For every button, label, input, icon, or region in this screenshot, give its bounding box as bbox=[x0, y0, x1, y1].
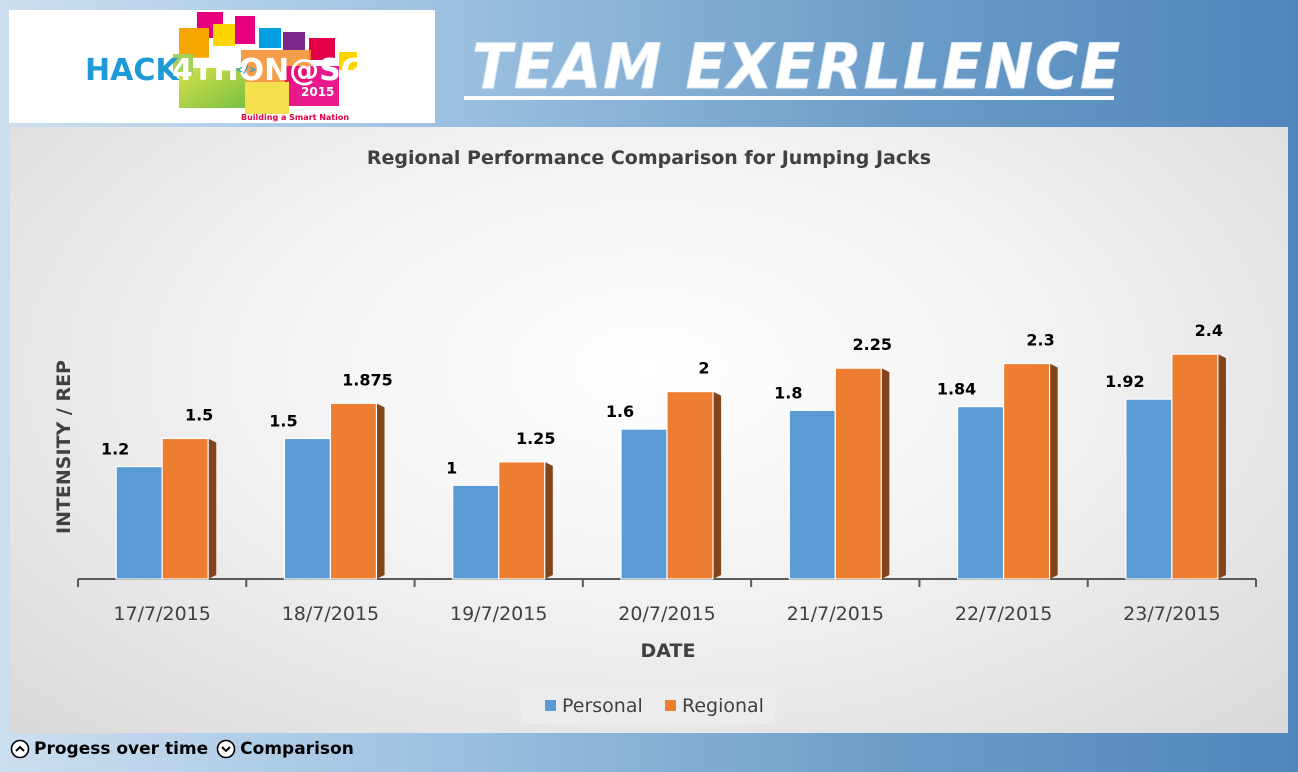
chart-title: Regional Performance Comparison for Jump… bbox=[367, 147, 931, 169]
hackathon-logo-graphic: HACK 4 THON@SG </> 2015 Building a Smart… bbox=[85, 12, 365, 122]
logo-text-thon: THON@SG bbox=[193, 53, 365, 88]
personal-data-label: 1.2 bbox=[101, 440, 129, 459]
chevron-up-circle-icon bbox=[10, 739, 30, 759]
regional-bar bbox=[161, 437, 209, 580]
comparison-label: Comparison bbox=[240, 739, 354, 759]
team-title-text: TEAM EXERLLENCE bbox=[472, 30, 1122, 103]
team-title-graphic: TEAM EXERLLENCE bbox=[464, 30, 1122, 104]
legend-swatch-regional bbox=[665, 700, 676, 711]
bar-group: 1.2 1.5 17/7/2015 1.5 1.875 18/7/2015 1 1.25 19/… bbox=[77, 321, 1257, 625]
regional-data-label: 1.25 bbox=[516, 429, 555, 448]
bar-side-face bbox=[376, 403, 385, 579]
personal-bar bbox=[1125, 398, 1173, 580]
logo-text-hack: HACK bbox=[85, 53, 180, 88]
x-tick-label: 21/7/2015 bbox=[787, 603, 884, 625]
legend: Personal Regional bbox=[521, 686, 775, 724]
regional-data-label: 2 bbox=[698, 359, 709, 378]
personal-bar bbox=[620, 428, 668, 580]
personal-bar bbox=[956, 405, 1005, 580]
hackathon-logo: HACK 4 THON@SG </> 2015 Building a Smart… bbox=[9, 10, 435, 123]
x-tick-label: 19/7/2015 bbox=[450, 603, 547, 625]
personal-data-label: 1.5 bbox=[269, 411, 297, 430]
personal-bar bbox=[788, 409, 836, 580]
bar-side-face bbox=[1049, 363, 1058, 579]
regional-bar bbox=[834, 367, 882, 580]
personal-data-label: 1 bbox=[446, 458, 457, 477]
regional-bar bbox=[329, 402, 378, 580]
team-title: TEAM EXERLLENCE bbox=[462, 20, 1142, 105]
y-axis-label: INTENSITY / REP bbox=[53, 360, 75, 534]
logo-year: 2015 bbox=[301, 85, 334, 99]
regional-data-label: 2.25 bbox=[853, 335, 892, 354]
personal-data-label: 1.8 bbox=[774, 383, 802, 402]
legend-box bbox=[521, 686, 775, 724]
x-tick-label: 20/7/2015 bbox=[618, 603, 715, 625]
regional-bar bbox=[498, 461, 546, 580]
comparison-chart: Regional Performance Comparison for Jump… bbox=[53, 147, 1257, 724]
bar-side-face bbox=[544, 461, 553, 579]
personal-bar bbox=[115, 465, 163, 580]
footer-nav: Progess over time Comparison bbox=[10, 737, 354, 761]
logo-text-4: 4 bbox=[172, 53, 193, 88]
team-title-underline bbox=[464, 96, 1114, 100]
x-tick-label: 17/7/2015 bbox=[113, 603, 210, 625]
bar-side-face bbox=[713, 391, 722, 579]
regional-data-label: 1.5 bbox=[185, 405, 213, 424]
chart-panel: Regional Performance Comparison for Jump… bbox=[10, 127, 1288, 733]
regional-data-label: 2.4 bbox=[1195, 321, 1223, 340]
comparison-link[interactable]: Comparison bbox=[216, 739, 354, 759]
x-tick-label: 23/7/2015 bbox=[1123, 603, 1220, 625]
logo-tagline: Building a Smart Nation bbox=[241, 113, 349, 122]
personal-data-label: 1.6 bbox=[606, 402, 634, 421]
personal-data-label: 1.84 bbox=[937, 380, 976, 399]
logo-code-symbol: </> bbox=[236, 63, 256, 76]
x-tick-label: 18/7/2015 bbox=[282, 603, 379, 625]
regional-bar bbox=[1002, 362, 1051, 580]
legend-label-regional: Regional bbox=[682, 695, 764, 717]
regional-data-label: 1.875 bbox=[342, 370, 393, 389]
personal-bar bbox=[452, 484, 500, 580]
progress-over-time-label: Progess over time bbox=[34, 739, 209, 759]
progress-over-time-link[interactable]: Progess over time bbox=[10, 739, 208, 759]
bar-side-face bbox=[1217, 354, 1226, 579]
x-axis-label: DATE bbox=[641, 640, 696, 662]
regional-bar bbox=[666, 391, 714, 580]
regional-bar bbox=[1171, 353, 1219, 580]
bar-side-face bbox=[881, 368, 890, 579]
personal-bar bbox=[283, 437, 332, 580]
legend-label-personal: Personal bbox=[562, 695, 643, 717]
bar-side-face bbox=[208, 438, 217, 579]
regional-data-label: 2.3 bbox=[1026, 330, 1054, 349]
x-tick-label: 22/7/2015 bbox=[955, 603, 1052, 625]
personal-data-label: 1.92 bbox=[1105, 372, 1144, 391]
chevron-down-circle-icon bbox=[216, 739, 236, 759]
legend-swatch-personal bbox=[545, 700, 556, 711]
